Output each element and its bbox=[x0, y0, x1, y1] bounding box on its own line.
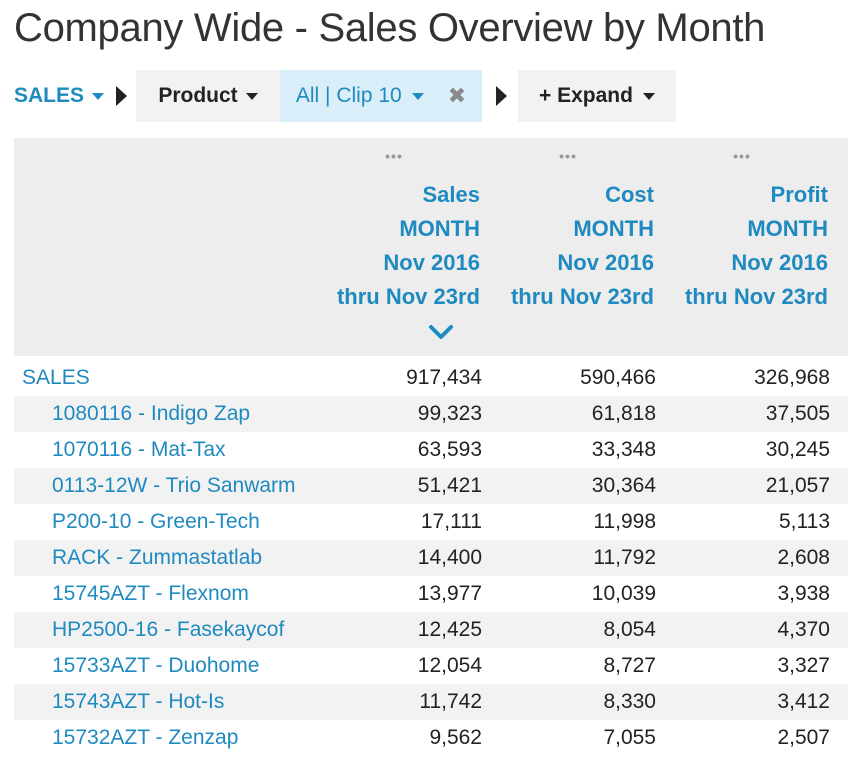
sales-value: 14,400 bbox=[417, 546, 482, 569]
sales-value: 51,421 bbox=[417, 474, 482, 497]
column-header-sales[interactable]: ••• Sales MONTH Nov 2016 thru Nov 23rd bbox=[308, 138, 480, 356]
column-header-line: Profit bbox=[770, 182, 828, 207]
profit-value: 5,113 bbox=[779, 510, 830, 533]
row-name-link[interactable]: P200-10 - Green-Tech bbox=[52, 510, 260, 533]
breadcrumb-root-label: SALES bbox=[14, 84, 85, 107]
profit-value: 2,507 bbox=[777, 726, 830, 749]
row-name-link[interactable]: 1070116 - Mat-Tax bbox=[52, 438, 226, 461]
sales-value: 11,742 bbox=[419, 690, 482, 713]
column-menu-icon[interactable]: ••• bbox=[559, 148, 577, 164]
column-header-line: thru Nov 23rd bbox=[510, 284, 654, 309]
expand-button[interactable]: + Expand bbox=[518, 70, 676, 122]
cost-value: 61,818 bbox=[591, 402, 656, 425]
cost-value: 8,330 bbox=[603, 690, 656, 713]
profit-value: 3,327 bbox=[777, 654, 830, 677]
sales-value: 917,434 bbox=[406, 366, 482, 389]
table-row: 15732AZT - Zenzap 9,562 7,055 2,507 bbox=[14, 720, 848, 756]
arrow-right-icon bbox=[116, 86, 127, 106]
sales-value: 17,111 bbox=[420, 510, 482, 533]
page-title: Company Wide - Sales Overview by Month bbox=[14, 6, 766, 50]
column-header-line: MONTH bbox=[747, 216, 828, 241]
filter-chip[interactable]: All | Clip 10 ✖ bbox=[280, 70, 482, 122]
cost-value: 8,727 bbox=[603, 654, 656, 677]
row-name-link[interactable]: SALES bbox=[22, 366, 90, 389]
cost-value: 7,055 bbox=[603, 726, 656, 749]
chevron-down-icon bbox=[92, 92, 105, 100]
sort-descending-icon[interactable] bbox=[428, 324, 454, 340]
profit-value: 2,608 bbox=[777, 546, 830, 569]
chevron-down-icon bbox=[411, 92, 424, 100]
cost-value: 11,792 bbox=[593, 546, 656, 569]
cost-value: 590,466 bbox=[580, 366, 656, 389]
column-menu-icon[interactable]: ••• bbox=[385, 148, 403, 164]
row-name-link[interactable]: HP2500-16 - Fasekaycof bbox=[52, 618, 285, 641]
table-row: 1070116 - Mat-Tax 63,593 33,348 30,245 bbox=[14, 432, 848, 468]
sales-value: 12,054 bbox=[417, 654, 482, 677]
column-header-line: Nov 2016 bbox=[731, 250, 828, 275]
profit-value: 326,968 bbox=[754, 366, 830, 389]
row-name-link[interactable]: 15743AZT - Hot-Is bbox=[52, 690, 225, 713]
column-header-line: thru Nov 23rd bbox=[684, 284, 828, 309]
row-name-link[interactable]: 0113-12W - Trio Sanwarm bbox=[52, 474, 296, 497]
breadcrumb: SALES Product All | Clip 10 ✖ + Expand bbox=[0, 70, 848, 122]
product-dropdown[interactable]: Product bbox=[136, 70, 280, 122]
table-row: 15733AZT - Duohome 12,054 8,727 3,327 bbox=[14, 648, 848, 684]
expand-button-label: + Expand bbox=[539, 84, 633, 107]
column-menu-icon[interactable]: ••• bbox=[733, 148, 751, 164]
cost-value: 10,039 bbox=[591, 582, 656, 605]
column-header-line: MONTH bbox=[573, 216, 654, 241]
breadcrumb-root-sales[interactable]: SALES bbox=[14, 84, 105, 108]
table-row: HP2500-16 - Fasekaycof 12,425 8,054 4,37… bbox=[14, 612, 848, 648]
cost-value: 11,998 bbox=[593, 510, 656, 533]
arrow-right-icon bbox=[496, 86, 507, 106]
column-header-profit[interactable]: ••• Profit MONTH Nov 2016 thru Nov 23rd bbox=[656, 138, 828, 356]
column-header-line: Nov 2016 bbox=[383, 250, 480, 275]
profit-value: 21,057 bbox=[765, 474, 830, 497]
row-name-link[interactable]: RACK - Zummastatlab bbox=[52, 546, 263, 569]
filter-chip-label: All | Clip 10 bbox=[295, 84, 402, 107]
table-body: SALES 917,434 590,466 326,968 1080116 - … bbox=[14, 360, 848, 756]
sales-value: 63,593 bbox=[417, 438, 482, 461]
column-header-line: Cost bbox=[605, 182, 654, 207]
profit-value: 30,245 bbox=[765, 438, 830, 461]
row-name-link[interactable]: 1080116 - Indigo Zap bbox=[52, 402, 251, 425]
table-row: 0113-12W - Trio Sanwarm 51,421 30,364 21… bbox=[14, 468, 848, 504]
column-header-line: MONTH bbox=[399, 216, 480, 241]
profit-value: 3,412 bbox=[777, 690, 830, 713]
profit-value: 3,938 bbox=[777, 582, 830, 605]
sales-value: 13,977 bbox=[417, 582, 482, 605]
cost-value: 33,348 bbox=[591, 438, 656, 461]
table-row: RACK - Zummastatlab 14,400 11,792 2,608 bbox=[14, 540, 848, 576]
cost-value: 30,364 bbox=[591, 474, 656, 497]
row-name-link[interactable]: 15733AZT - Duohome bbox=[52, 654, 260, 677]
table-row: 1080116 - Indigo Zap 99,323 61,818 37,50… bbox=[14, 396, 848, 432]
column-header-line: Nov 2016 bbox=[557, 250, 654, 275]
column-header-cost[interactable]: ••• Cost MONTH Nov 2016 thru Nov 23rd bbox=[482, 138, 654, 356]
profit-value: 37,505 bbox=[765, 402, 830, 425]
sales-value: 99,323 bbox=[417, 402, 482, 425]
profit-value: 4,370 bbox=[777, 618, 830, 641]
chevron-down-icon bbox=[245, 92, 258, 100]
row-name-link[interactable]: 15732AZT - Zenzap bbox=[52, 726, 239, 749]
chevron-down-icon bbox=[642, 92, 655, 100]
row-name-link[interactable]: 15745AZT - Flexnom bbox=[52, 582, 249, 605]
table-row: 15743AZT - Hot-Is 11,742 8,330 3,412 bbox=[14, 684, 848, 720]
table-row: 15745AZT - Flexnom 13,977 10,039 3,938 bbox=[14, 576, 848, 612]
table-header: ••• Sales MONTH Nov 2016 thru Nov 23rd •… bbox=[14, 138, 848, 356]
product-dropdown-label: Product bbox=[158, 84, 238, 107]
table-row: P200-10 - Green-Tech 17,111 11,998 5,113 bbox=[14, 504, 848, 540]
close-icon[interactable]: ✖ bbox=[447, 83, 467, 108]
cost-value: 8,054 bbox=[603, 618, 656, 641]
sales-value: 9,562 bbox=[429, 726, 482, 749]
table-row: SALES 917,434 590,466 326,968 bbox=[14, 360, 848, 396]
column-header-line: Sales bbox=[422, 182, 481, 207]
column-header-line: thru Nov 23rd bbox=[336, 284, 480, 309]
sales-value: 12,425 bbox=[417, 618, 482, 641]
